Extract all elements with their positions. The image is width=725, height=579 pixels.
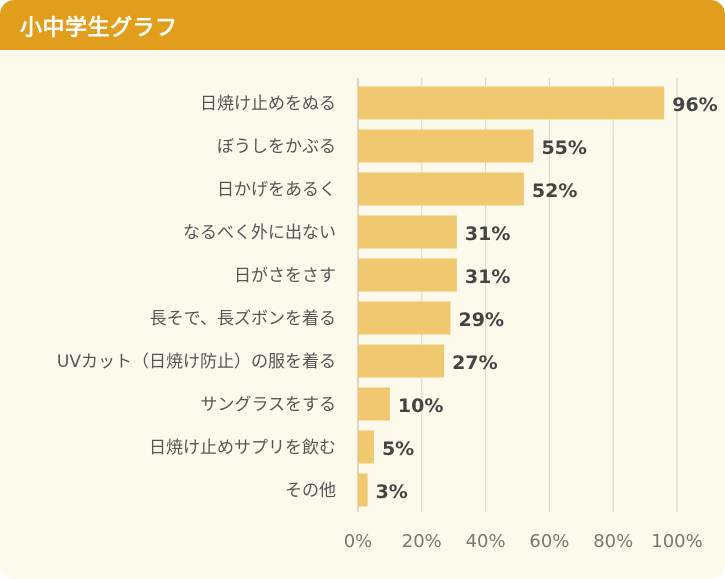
tick-label: 80% <box>593 531 633 552</box>
bar <box>358 258 457 292</box>
category-label: 日焼け止めをぬる <box>200 94 336 114</box>
bar <box>358 172 524 206</box>
category-label: 日焼け止めサプリを飲む <box>149 438 336 458</box>
value-label: 10% <box>398 395 443 417</box>
category-label: UVカット（日焼け防止）の服を着る <box>57 352 336 372</box>
category-label: ぼうしをかぶる <box>217 137 336 157</box>
tick-label: 0% <box>344 531 373 552</box>
value-label: 52% <box>532 180 577 202</box>
value-label: 55% <box>541 137 586 159</box>
tick-label: 20% <box>402 531 442 552</box>
value-label: 3% <box>376 481 408 503</box>
bar <box>358 215 457 249</box>
bar <box>358 344 445 378</box>
bar <box>358 430 374 464</box>
bar <box>358 86 665 120</box>
bar <box>358 301 451 335</box>
category-label: その他 <box>285 481 336 501</box>
bar <box>358 129 534 163</box>
category-label: なるべく外に出ない <box>183 223 336 243</box>
category-label: サングラスをする <box>200 395 336 415</box>
category-label: 長そで、長ズボンを着る <box>150 309 336 329</box>
value-label: 29% <box>459 309 504 331</box>
tick-label: 60% <box>529 531 569 552</box>
chart-header: 小中学生グラフ <box>0 0 725 50</box>
chart-title: 小中学生グラフ <box>20 16 178 41</box>
value-label: 5% <box>382 438 414 460</box>
value-label: 31% <box>465 223 510 245</box>
value-label: 27% <box>452 352 497 374</box>
value-label: 31% <box>465 266 510 288</box>
bar <box>358 473 368 507</box>
value-label: 96% <box>672 94 717 116</box>
tick-label: 100% <box>651 531 702 552</box>
bar <box>358 387 390 421</box>
category-label: 日かげをあるく <box>217 180 336 200</box>
tick-label: 40% <box>466 531 506 552</box>
category-label: 日がさをさす <box>234 266 336 286</box>
